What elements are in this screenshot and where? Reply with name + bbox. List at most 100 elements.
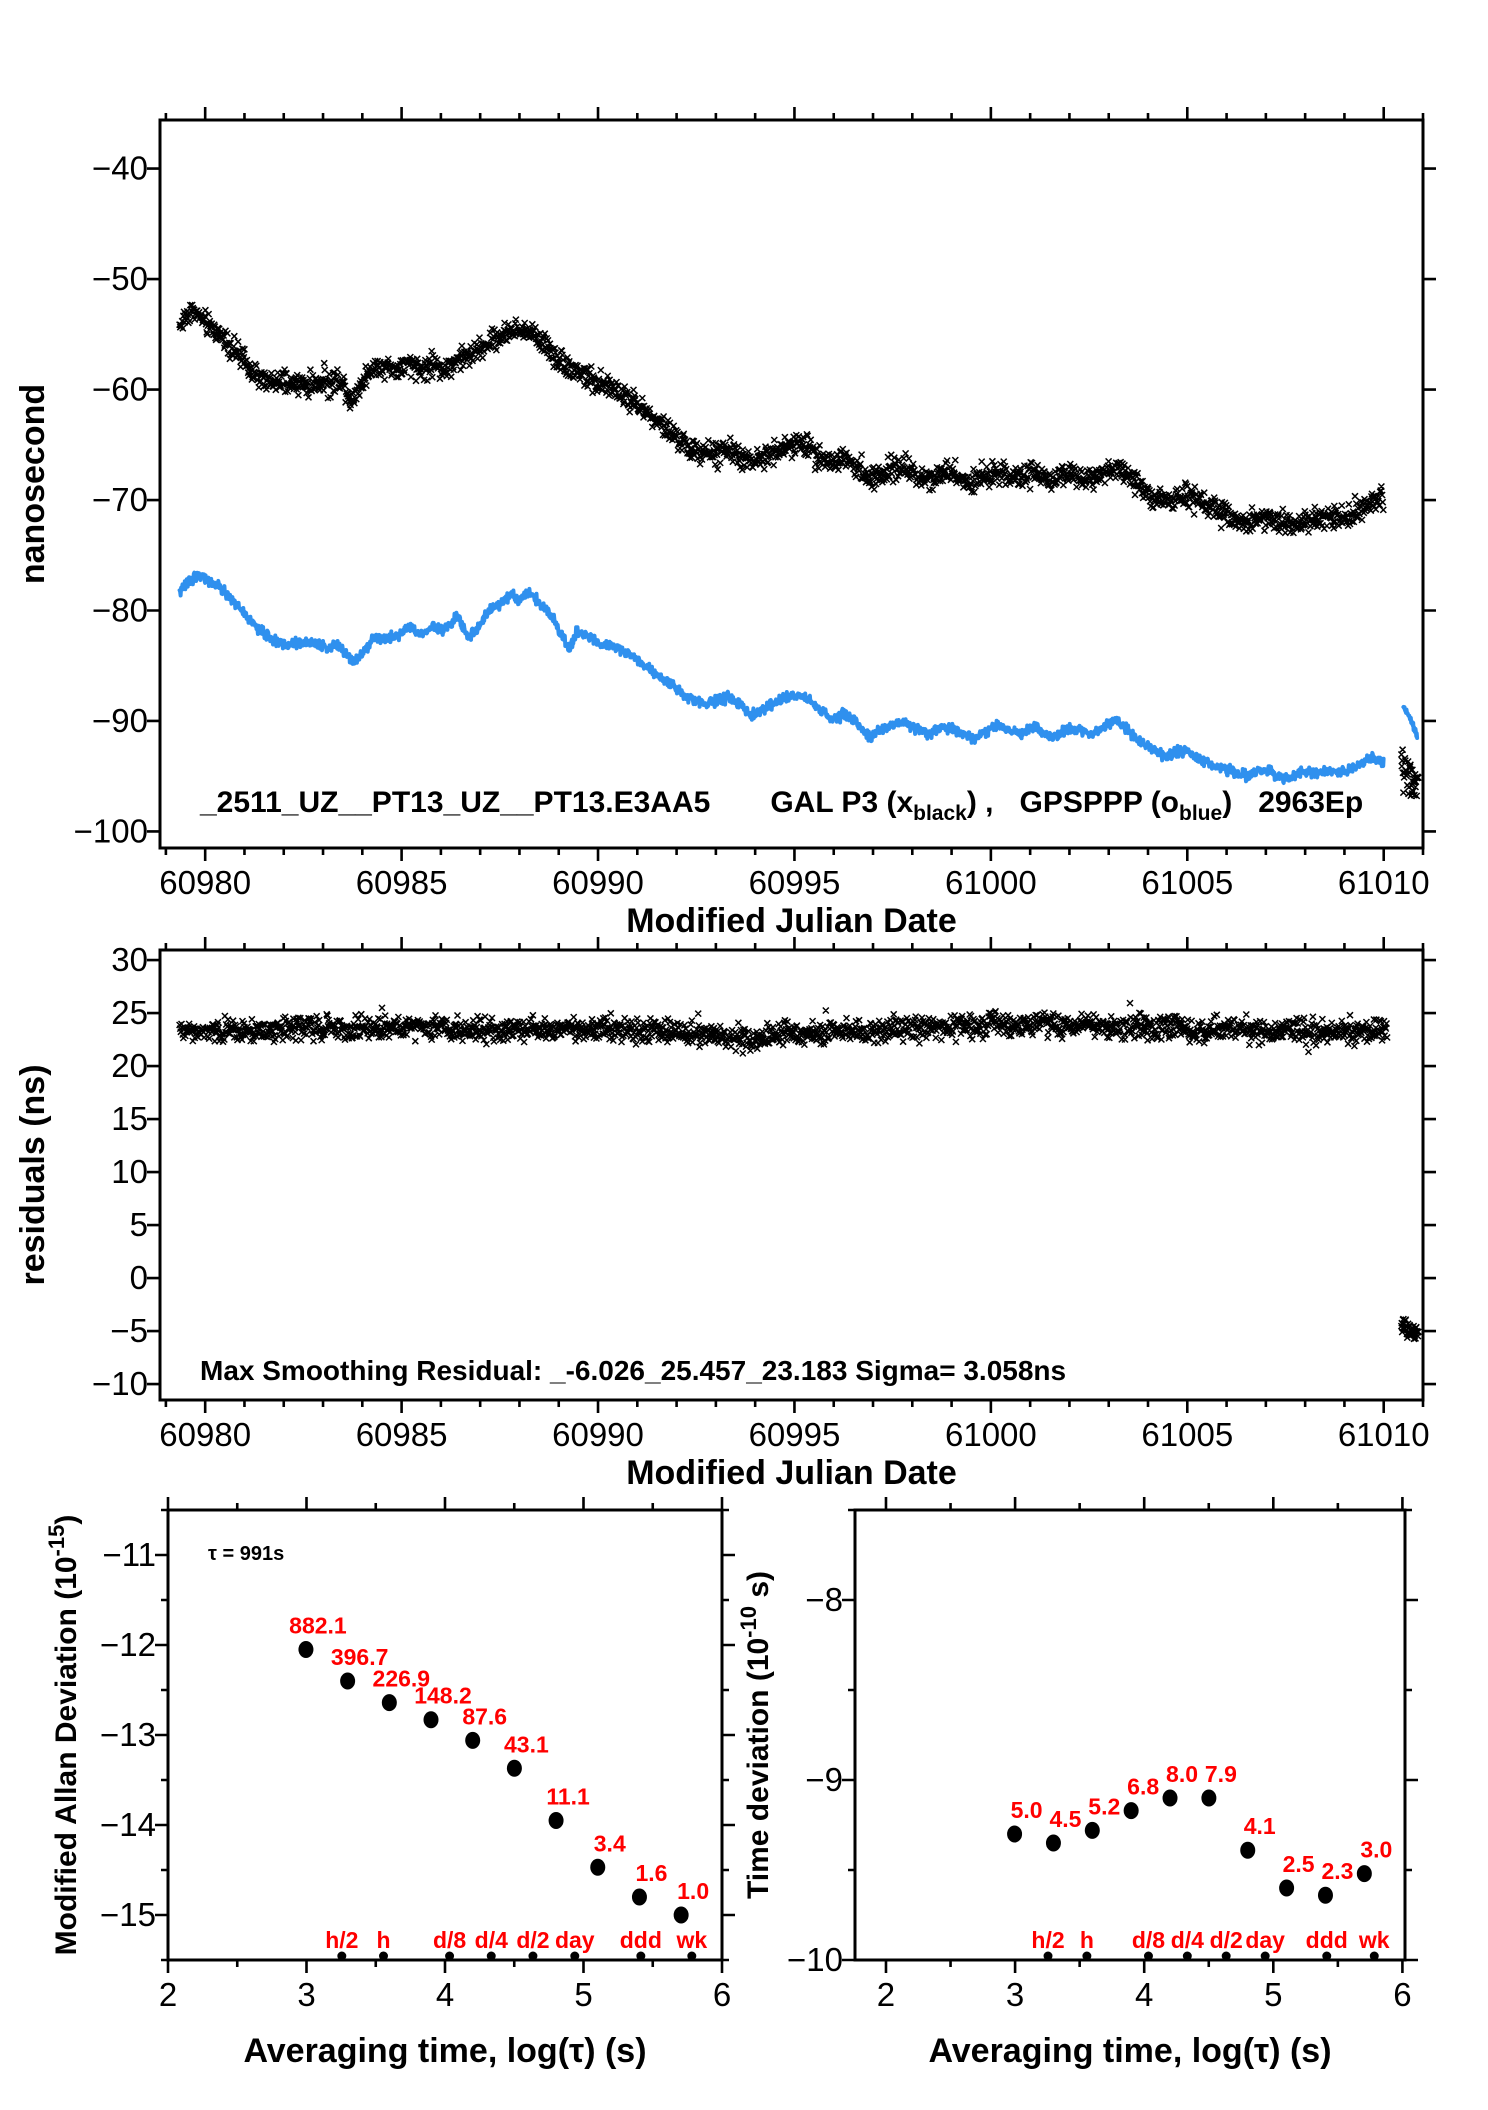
modified-allan-deviation-point-label: 43.1	[504, 1731, 549, 1757]
tau-mark-label: d/4	[475, 1927, 508, 1953]
tau-mark-label: ddd	[1306, 1927, 1348, 1953]
mdev-panel-x-tick-label: 6	[713, 1976, 731, 2013]
residuals-panel-y-axis-label: residuals (ns)	[14, 1064, 52, 1285]
tau-mark-label: wk	[675, 1927, 707, 1953]
tdev-panel-y-axis-label: Time deviation (10-10 s)	[736, 1571, 775, 1899]
residuals-panel-x-tick-label: 60980	[159, 1416, 251, 1453]
tdev-panel-ticks	[842, 1497, 1418, 1973]
top-panel-x-tick-label: 60985	[356, 864, 448, 901]
time-deviation-point	[1162, 1789, 1178, 1807]
residuals-panel-y-tick-label: 0	[130, 1259, 148, 1296]
residuals-panel-y-tick-label: −5	[110, 1312, 148, 1349]
top-panel-x-tick-label: 60995	[749, 864, 841, 901]
gpsppp-blue-trace	[177, 570, 1386, 785]
mdev-panel-y-tick-label: −14	[100, 1806, 156, 1843]
mdev-panel-x-tick-label: 2	[159, 1976, 177, 2013]
tdev-panel-y-tick-label: −9	[805, 1761, 843, 1798]
gal-p3-black-trace	[176, 301, 1387, 537]
tdev-panel-x-tick-label: 4	[1135, 1976, 1153, 2013]
time-deviation-point	[1356, 1865, 1372, 1883]
mdev-panel-x-tick-label: 4	[436, 1976, 454, 2013]
modified-allan-deviation-point	[548, 1812, 564, 1829]
time-deviation-point-label: 2.5	[1283, 1851, 1315, 1877]
tau-mark-label: h	[376, 1927, 390, 1953]
subscript: black	[913, 802, 967, 825]
tau-mark-label: d/8	[1132, 1927, 1165, 1953]
time-deviation-point-label: 4.1	[1244, 1813, 1276, 1839]
modified-allan-deviation-point	[631, 1888, 647, 1906]
residual-band	[176, 999, 1391, 1057]
time-deviation-point-label: 5.0	[1011, 1797, 1043, 1823]
residuals-panel-x-tick-label: 61000	[945, 1416, 1037, 1453]
top-panel-y-tick-label: −60	[92, 371, 148, 408]
tau-mark-label: d/2	[1210, 1927, 1243, 1953]
tdev-panel-y-tick-label: −8	[805, 1581, 843, 1618]
mdev-panel-y-tick-label: −11	[102, 1536, 156, 1573]
modified-allan-deviation-point-label: 87.6	[462, 1703, 507, 1729]
residuals-panel-y-tick-label: 5	[130, 1206, 148, 1243]
residuals-panel-x-tick-label: 61010	[1338, 1416, 1430, 1453]
modified-allan-deviation-point-label: 396.7	[331, 1644, 389, 1670]
time-deviation-point-label: 5.2	[1088, 1793, 1120, 1819]
residuals-panel-y-tick-label: 25	[111, 994, 148, 1031]
tau-mark-dot	[1143, 1951, 1153, 1961]
residuals-panel-x-tick-label: 60995	[749, 1416, 841, 1453]
time-deviation-point	[1201, 1789, 1217, 1807]
tau-mark-dot	[445, 1951, 455, 1961]
time-deviation-point	[1279, 1879, 1295, 1897]
tdev-panel-x-tick-label: 3	[1006, 1976, 1024, 2013]
top-panel-y-tick-label: −90	[92, 702, 148, 739]
top-panel-x-tick-label: 61005	[1141, 864, 1233, 901]
tau-mark-label: h	[1080, 1927, 1094, 1953]
modified-allan-deviation-point-label: 1.0	[677, 1878, 709, 1904]
gpsppp-end-segment	[1401, 705, 1420, 740]
tau-mark-dot	[1221, 1951, 1231, 1961]
modified-allan-deviation-point	[340, 1672, 356, 1690]
top-panel: 60980 60985 60990 60995 61000 61005 61010 −40 −5…	[14, 107, 1436, 940]
top-panel-x-tick-label: 60990	[552, 864, 644, 901]
top-panel-y-axis-label: nanosecond	[14, 384, 52, 584]
tau-mark-label: d/4	[1171, 1927, 1204, 1953]
tau-mark-label: d/2	[516, 1927, 549, 1953]
tau-mark-dot	[1182, 1951, 1192, 1961]
time-deviation-point	[1240, 1841, 1256, 1859]
modified-allan-deviation-point	[673, 1906, 689, 1924]
gal-p3-end-cluster	[1397, 746, 1422, 800]
residuals-panel-y-tick-label: 15	[111, 1100, 148, 1137]
modified-allan-deviation-point	[465, 1731, 481, 1749]
mdev-panel-y-tick-label: −13	[100, 1716, 156, 1753]
residuals-panel-x-tick-label: 61005	[1141, 1416, 1233, 1453]
tau-mark-dot	[1260, 1951, 1270, 1961]
tau-mark-dot	[528, 1951, 538, 1961]
residuals-panel-x-axis-label: Modified Julian Date	[626, 1454, 957, 1492]
modified-allan-deviation-point-label: 148.2	[414, 1683, 472, 1709]
time-deviation-point	[1317, 1886, 1333, 1904]
subscript: blue	[1179, 802, 1222, 825]
modified-allan-deviation-point	[423, 1711, 439, 1729]
tau-mark-label: wk	[1358, 1927, 1390, 1953]
top-panel-x-tick-label: 60980	[159, 864, 251, 901]
tdev-panel-y-tick-label: −10	[787, 1941, 843, 1978]
modified-allan-deviation-point-label: 882.1	[289, 1613, 347, 1639]
mdev-panel-x-tick-label: 5	[574, 1976, 592, 2013]
tau-mark-label: day	[555, 1927, 595, 1953]
time-deviation-point-label: 7.9	[1205, 1761, 1237, 1787]
tdev-panel-x-tick-label: 6	[1393, 1976, 1411, 2013]
mdev-panel-y-axis-label: Modified Allan Deviation (10-15)	[44, 1515, 83, 1956]
mdev-panel: 2 3 4 5 6 −11 −12 −13 −14 −15 Averaging time, log(…	[44, 1497, 735, 2070]
tau-mark-dot	[1082, 1951, 1092, 1961]
modified-allan-deviation-point-label: 226.9	[373, 1666, 431, 1692]
residuals-panel-y-tick-label: 20	[111, 1047, 148, 1084]
tdev-panel-x-tick-label: 5	[1264, 1976, 1282, 2013]
residuals-panel-y-tick-label: 10	[111, 1153, 148, 1190]
time-deviation-point-label: 3.0	[1360, 1837, 1392, 1863]
mdev-panel-x-axis-label: Averaging time, log(τ) (s)	[243, 2032, 646, 2070]
residuals-panel-axis-box	[158, 948, 1425, 1402]
residuals-panel-ticks	[147, 937, 1436, 1413]
residual-end-cluster	[1397, 1315, 1422, 1343]
modified-allan-deviation-point	[590, 1858, 606, 1876]
tau-mark-dot	[687, 1951, 697, 1961]
residuals-panel-x-tick-label: 60985	[356, 1416, 448, 1453]
